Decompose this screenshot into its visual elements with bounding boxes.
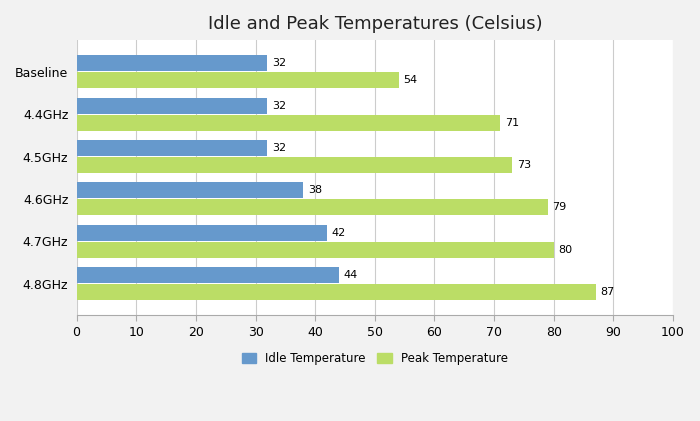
Bar (76, 55, 267, 72)
Text: 54: 54 (403, 75, 418, 85)
Text: 44: 44 (344, 270, 358, 280)
Text: 32: 32 (272, 59, 286, 68)
Bar (76, 115, 500, 131)
Text: 32: 32 (272, 143, 286, 153)
Text: 71: 71 (505, 118, 519, 128)
Text: 32: 32 (272, 101, 286, 111)
Bar (76, 225, 327, 241)
Text: 73: 73 (517, 160, 531, 170)
Bar (76, 267, 339, 283)
Bar (76, 199, 548, 216)
Bar (76, 140, 267, 156)
Bar (76, 242, 554, 258)
Text: 80: 80 (559, 245, 573, 255)
Bar (76, 157, 512, 173)
Bar (76, 72, 399, 88)
Text: 38: 38 (308, 185, 322, 195)
Text: 79: 79 (552, 203, 567, 212)
Text: 42: 42 (332, 228, 346, 238)
Text: 87: 87 (601, 287, 615, 297)
Bar (76, 182, 303, 198)
Bar (76, 98, 267, 114)
Legend: Idle Temperature, Peak Temperature: Idle Temperature, Peak Temperature (237, 347, 513, 370)
Title: Idle and Peak Temperatures (Celsius): Idle and Peak Temperatures (Celsius) (207, 15, 542, 33)
Bar (76, 284, 596, 300)
